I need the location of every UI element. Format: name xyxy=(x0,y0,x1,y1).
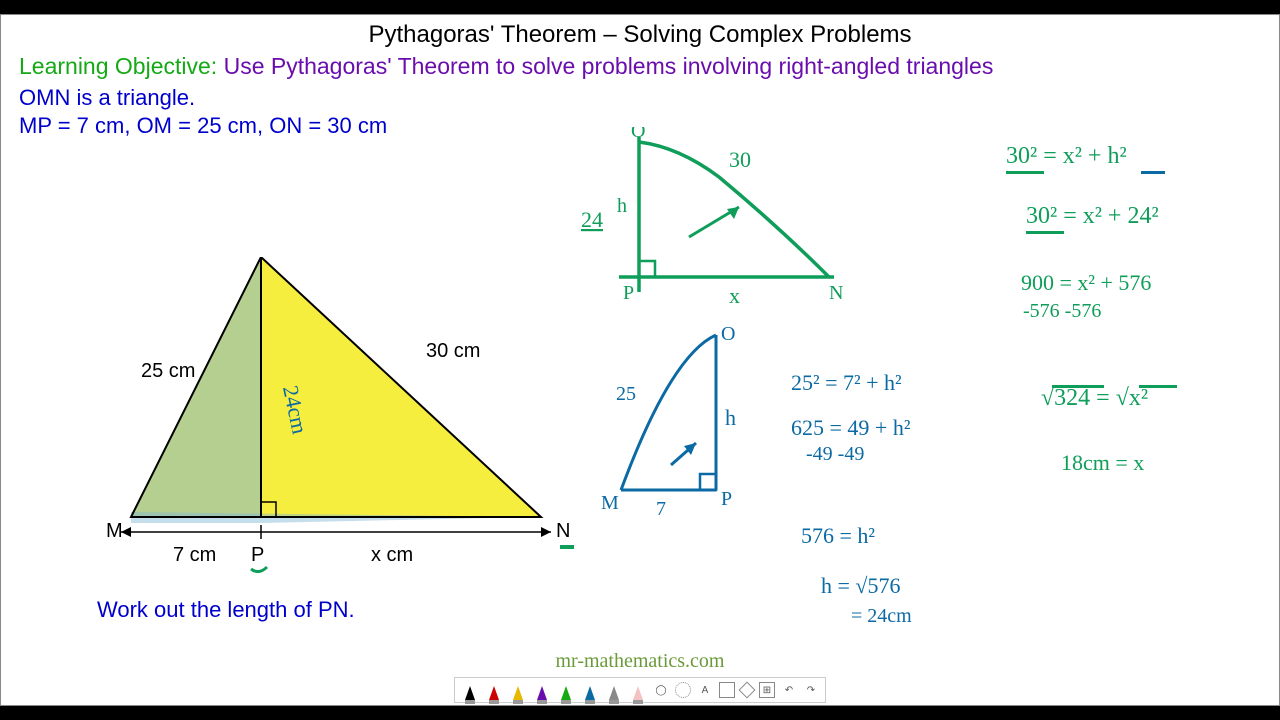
pen-purple[interactable] xyxy=(533,680,551,700)
svg-text:24: 24 xyxy=(581,207,603,232)
drawing-toolbar: ◯ A ⊞ ↶ ↷ xyxy=(454,677,826,703)
pen-blue[interactable] xyxy=(581,680,599,700)
sketch-opn: O P N h 30 x 24 xyxy=(579,127,859,317)
work-blue-5: h = √576 xyxy=(821,573,900,599)
eraser-icon[interactable] xyxy=(629,680,647,700)
vertex-N: N xyxy=(556,520,570,542)
tool-rect[interactable] xyxy=(719,682,735,698)
pen-yellow[interactable] xyxy=(509,680,527,700)
learning-objective: Learning Objective: Use Pythagoras' Theo… xyxy=(19,53,1261,80)
pen-black[interactable] xyxy=(461,680,479,700)
svg-text:P: P xyxy=(721,488,732,510)
work-blue-2: 625 = 49 + h² xyxy=(791,415,910,441)
label-PN: x cm xyxy=(371,544,413,566)
tool-lasso[interactable]: ◯ xyxy=(653,682,669,698)
slide-page: Pythagoras' Theorem – Solving Complex Pr… xyxy=(0,14,1280,706)
svg-text:30: 30 xyxy=(729,147,751,172)
page-title: Pythagoras' Theorem – Solving Complex Pr… xyxy=(1,21,1279,49)
work-blue-3: -49 -49 xyxy=(806,443,864,466)
label-ON: 30 cm xyxy=(426,340,480,362)
work-green-6: 18cm = x xyxy=(1061,450,1144,476)
green-tick-n xyxy=(560,545,574,549)
svg-text:h: h xyxy=(617,195,627,217)
sqrt-bar-2 xyxy=(1139,385,1177,388)
footer-link: mr-mathematics.com xyxy=(1,650,1279,673)
pen-green[interactable] xyxy=(557,680,575,700)
undo-icon[interactable]: ↶ xyxy=(781,682,797,698)
pen-grey[interactable] xyxy=(605,680,623,700)
question-text: Work out the length of PN. xyxy=(97,597,355,623)
svg-text:P: P xyxy=(623,282,634,304)
work-green-5: √324 = √x² xyxy=(1041,385,1148,412)
tool-text[interactable]: A xyxy=(697,682,713,698)
svg-text:O: O xyxy=(631,127,645,142)
main-triangle-diagram: O M N P 25 cm 30 cm 7 cm x cm 24cm xyxy=(91,257,571,587)
tool-grid[interactable]: ⊞ xyxy=(759,682,775,698)
tool-select[interactable] xyxy=(675,682,691,698)
underline-30sq xyxy=(1006,171,1044,174)
pen-red[interactable] xyxy=(485,680,503,700)
underline-hsq xyxy=(1141,171,1165,174)
work-green-3: 900 = x² + 576 xyxy=(1021,270,1151,296)
work-green-2: 30² = x² + 24² xyxy=(1026,203,1159,230)
underline-30sq-2 xyxy=(1026,231,1064,234)
label-MP: 7 cm xyxy=(173,544,216,566)
vertex-M: M xyxy=(106,520,123,542)
svg-text:25: 25 xyxy=(616,383,636,405)
label-OM: 25 cm xyxy=(141,360,195,382)
objective-label: Learning Objective: xyxy=(19,53,224,79)
svg-text:N: N xyxy=(829,282,843,304)
svg-text:h: h xyxy=(725,405,736,430)
svg-text:x: x xyxy=(729,283,740,308)
work-blue-6: = 24cm xyxy=(851,605,912,628)
svg-text:7: 7 xyxy=(656,498,666,520)
problem-line-1: OMN is a triangle. xyxy=(19,84,1261,112)
work-green-1: 30² = x² + h² xyxy=(1006,143,1127,170)
svg-text:M: M xyxy=(601,492,619,514)
work-blue-1: 25² = 7² + h² xyxy=(791,370,902,396)
tool-shape[interactable] xyxy=(739,682,756,699)
work-green-4: -576 -576 xyxy=(1023,300,1101,323)
objective-text: Use Pythagoras' Theorem to solve problem… xyxy=(224,53,994,79)
work-blue-4: 576 = h² xyxy=(801,523,875,549)
vertex-P: P xyxy=(251,544,264,566)
svg-text:O: O xyxy=(721,325,735,345)
sketch-omp: O M P 25 7 h xyxy=(601,325,771,525)
redo-icon[interactable]: ↷ xyxy=(803,682,819,698)
sqrt-bar-1 xyxy=(1052,385,1104,388)
